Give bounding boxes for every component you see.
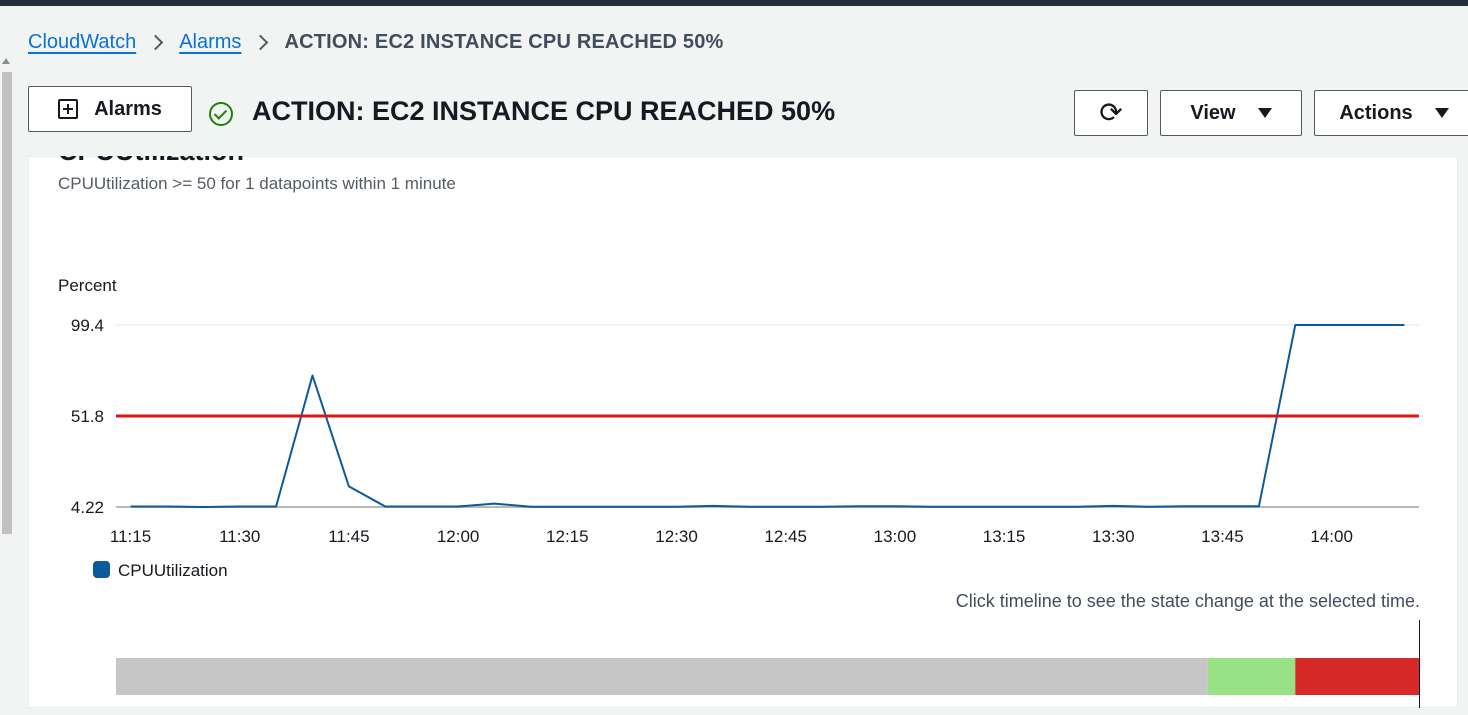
alarms-button-label: Alarms [94,97,162,120]
x-tick-label: 11:45 [328,527,369,546]
timeline-hint: Click timeline to see the state change a… [955,591,1420,611]
refresh-button[interactable]: ⟳ [1074,90,1148,136]
legend-label[interactable]: CPUUtilization [118,561,228,580]
scroll-up-icon[interactable] [2,58,10,64]
x-tick-label: 13:45 [1201,527,1244,546]
timeline-segment-alarm[interactable] [1295,658,1419,695]
x-tick-label: 11:15 [110,527,151,546]
view-dropdown-button[interactable]: View [1160,90,1302,136]
scroll-thumb[interactable] [2,72,12,534]
caret-down-icon [1434,108,1449,118]
y-tick-label: 51.8 [71,407,104,426]
series-line-cpuutilization [130,324,1405,508]
actions-button-label: Actions [1339,101,1413,124]
view-button-label: View [1190,101,1236,124]
breadcrumb-cloudwatch-link[interactable]: CloudWatch [28,30,137,53]
y-axis-label: Percent [58,276,117,295]
x-tick-label: 13:15 [983,527,1026,546]
x-tick-label: 13:00 [874,527,917,546]
chart-legend[interactable]: CPUUtilization [93,561,228,580]
status-ok-check-icon [209,102,233,126]
breadcrumb-current: ACTION: EC2 INSTANCE CPU REACHED 50% [284,30,724,53]
x-tick-label: 11:30 [219,527,260,546]
console-top-bar [0,0,1468,6]
x-tick-label: 12:30 [655,527,698,546]
panel-title: CPUUtilization [58,136,244,166]
x-tick-label: 12:45 [764,527,807,546]
caret-down-icon [1257,108,1272,118]
page-title: ACTION: EC2 INSTANCE CPU REACHED 50% [252,96,836,126]
breadcrumb: CloudWatch Alarms ACTION: EC2 INSTANCE C… [28,28,724,56]
x-tick-label: 12:15 [546,527,589,546]
page-scrollbar[interactable] [0,28,14,715]
chart-series [130,324,1405,508]
legend-swatch[interactable] [93,561,110,578]
alarm-condition-text: CPUUtilization >= 50 for 1 datapoints wi… [58,174,456,193]
refresh-icon: ⟳ [1099,97,1123,128]
timeline-segment-insufficient-data[interactable] [116,658,1208,695]
breadcrumb-alarms-link[interactable]: Alarms [179,30,242,53]
y-tick-label: 99.4 [71,316,104,335]
expand-plus-icon [58,99,79,119]
x-axis-ticks: 11:15 11:30 11:45 12:00 12:15 12:30 12:45 13:00… [110,527,1353,546]
x-tick-label: 12:00 [437,527,480,546]
y-tick-label: 4.22 [71,498,104,517]
alarms-toggle-button[interactable]: Alarms [28,86,192,132]
x-tick-label: 13:30 [1092,527,1135,546]
x-tick-label: 14:00 [1310,527,1353,546]
timeline-segment-ok[interactable] [1207,658,1296,695]
metric-panel [28,156,1458,708]
actions-dropdown-button[interactable]: Actions [1314,90,1468,136]
state-timeline[interactable] [116,620,1420,708]
y-axis-ticks: 4.22 51.8 99.4 [71,316,104,517]
